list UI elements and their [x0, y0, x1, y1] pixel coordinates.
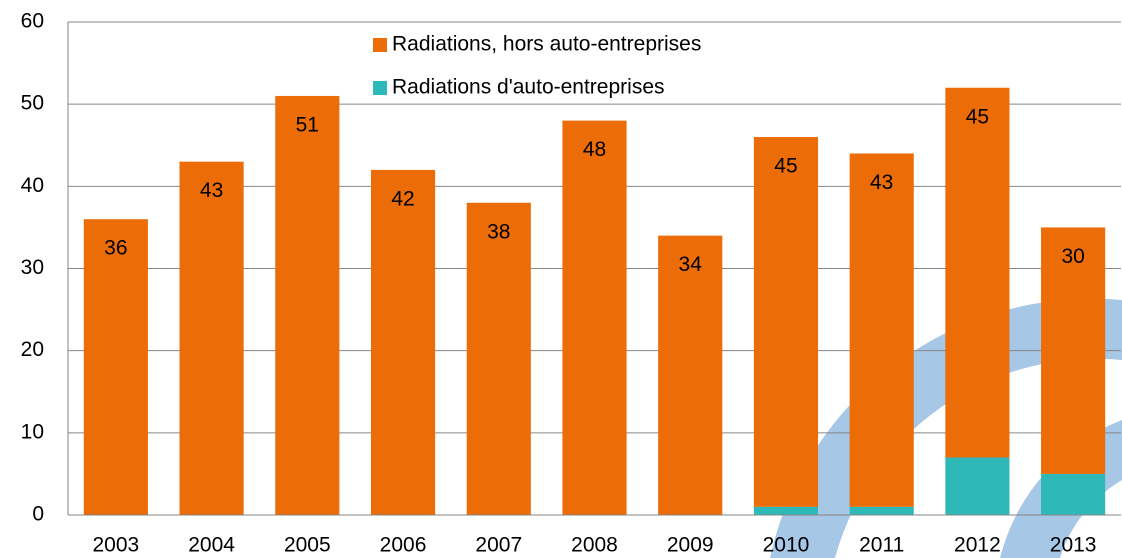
x-tick-label: 2012: [954, 534, 1001, 557]
y-tick-label: 10: [21, 420, 44, 443]
y-tick-label: 40: [21, 174, 44, 197]
bar-segment: [849, 506, 914, 515]
x-tick-label: 2007: [475, 534, 522, 557]
legend-label: Radiations d'auto-entreprises: [392, 76, 665, 99]
data-label: 34: [679, 253, 703, 276]
legend-swatch: [373, 38, 387, 52]
x-tick-label: 2004: [188, 534, 235, 557]
x-tick-label: 2010: [763, 534, 810, 557]
data-label: 30: [1061, 245, 1084, 268]
data-label: 51: [296, 113, 319, 136]
bar-segment: [562, 120, 627, 515]
x-tick-label: 2005: [284, 534, 331, 557]
bar-segment: [1041, 473, 1106, 515]
data-label: 45: [774, 155, 797, 178]
data-label: 48: [583, 138, 606, 161]
x-tick-label: 2013: [1050, 534, 1097, 557]
bar-segment: [753, 506, 819, 515]
y-tick-label: 30: [21, 256, 44, 279]
x-tick-label: 2011: [859, 534, 904, 557]
legend-swatch: [373, 81, 387, 95]
y-tick-label: 0: [32, 503, 44, 526]
x-tick-label: 2009: [667, 534, 714, 557]
data-label: 36: [104, 237, 127, 260]
bar-segment: [179, 161, 244, 515]
y-tick-label: 60: [21, 10, 44, 33]
bar-segment: [945, 87, 1010, 458]
x-tick-label: 2003: [93, 534, 140, 557]
data-label: 38: [487, 220, 510, 243]
x-tick-label: 2006: [380, 534, 427, 557]
data-label: 43: [870, 171, 893, 194]
x-tick-label: 2008: [571, 534, 618, 557]
y-tick-label: 50: [21, 92, 44, 115]
bar-segment: [1041, 227, 1106, 474]
legend-label: Radiations, hors auto-entreprises: [392, 33, 701, 56]
data-label: 42: [391, 187, 414, 210]
bar-segment: [83, 219, 148, 515]
bar-segment: [658, 235, 723, 515]
bar-segment: [753, 137, 819, 507]
bar-segment: [466, 202, 531, 515]
data-label: 45: [966, 105, 989, 128]
bar-segment: [275, 95, 340, 515]
y-tick-label: 20: [21, 338, 44, 361]
data-label: 43: [200, 179, 223, 202]
bar-segment: [945, 457, 1010, 515]
bar-segment: [849, 153, 914, 507]
bar-segment: [370, 169, 436, 515]
